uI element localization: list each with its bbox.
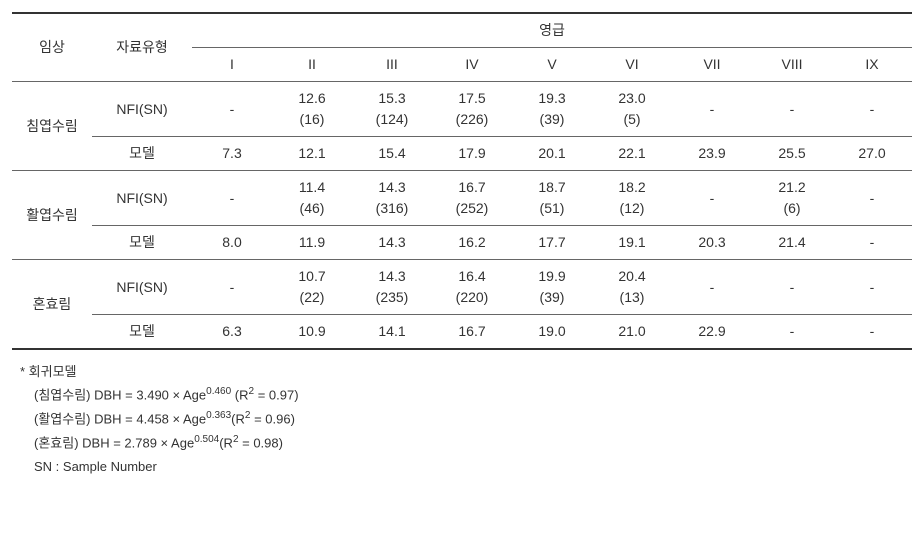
data-cell: 20.3 [672, 226, 752, 260]
data-cell: 14.3(235) [352, 260, 432, 315]
row-type-label: NFI(SN) [92, 260, 192, 315]
data-cell: - [832, 226, 912, 260]
header-roman-9: IX [832, 48, 912, 82]
header-imsang: 임상 [12, 13, 92, 82]
table-header: 임상 자료유형 영급 IIIIIIIVVVIVIIVIIIIX [12, 13, 912, 82]
data-cell: - [752, 260, 832, 315]
data-cell: 14.3 [352, 226, 432, 260]
data-cell: 27.0 [832, 137, 912, 171]
group-name: 혼효림 [12, 260, 92, 350]
table-row: 모델8.011.914.316.217.719.120.321.4- [12, 226, 912, 260]
header-roman-2: II [272, 48, 352, 82]
header-roman-7: VII [672, 48, 752, 82]
data-cell: 14.3(316) [352, 171, 432, 226]
data-cell: 15.4 [352, 137, 432, 171]
data-cell: - [832, 171, 912, 226]
data-cell: 7.3 [192, 137, 272, 171]
data-cell: 18.2(12) [592, 171, 672, 226]
row-type-label: NFI(SN) [92, 82, 192, 137]
header-roman-4: IV [432, 48, 512, 82]
row-type-label: NFI(SN) [92, 171, 192, 226]
data-cell: 20.4(13) [592, 260, 672, 315]
header-roman-5: V [512, 48, 592, 82]
data-cell: 20.1 [512, 137, 592, 171]
data-cell: 18.7(51) [512, 171, 592, 226]
header-roman-8: VIII [752, 48, 832, 82]
row-type-label: 모델 [92, 226, 192, 260]
table-row: 모델7.312.115.417.920.122.123.925.527.0 [12, 137, 912, 171]
group-name: 침엽수림 [12, 82, 92, 171]
table-row: 침엽수림NFI(SN)-12.6(16)15.3(124)17.5(226)19… [12, 82, 912, 137]
data-table: 임상 자료유형 영급 IIIIIIIVVVIVIIVIIIIX 침엽수림NFI(… [12, 12, 912, 350]
note-sn: SN : Sample Number [20, 455, 910, 478]
data-cell: 25.5 [752, 137, 832, 171]
note-model: (활엽수림) DBH = 4.458 × Age0.363(R2 = 0.96) [20, 407, 910, 431]
data-cell: 11.4(46) [272, 171, 352, 226]
data-cell: 15.3(124) [352, 82, 432, 137]
data-cell: 11.9 [272, 226, 352, 260]
header-roman-6: VI [592, 48, 672, 82]
table-row: 모델6.310.914.116.719.021.022.9-- [12, 315, 912, 350]
header-type: 자료유형 [92, 13, 192, 82]
data-cell: 6.3 [192, 315, 272, 350]
data-cell: 17.9 [432, 137, 512, 171]
data-cell: 22.1 [592, 137, 672, 171]
data-cell: - [832, 315, 912, 350]
data-cell: - [672, 82, 752, 137]
data-cell: 19.9(39) [512, 260, 592, 315]
data-cell: - [672, 260, 752, 315]
data-cell: 16.7 [432, 315, 512, 350]
data-cell: 10.7(22) [272, 260, 352, 315]
data-cell: - [832, 82, 912, 137]
data-cell: - [192, 260, 272, 315]
note-title: * 회귀모델 [20, 360, 910, 383]
data-cell: 14.1 [352, 315, 432, 350]
data-cell: 16.2 [432, 226, 512, 260]
data-cell: 22.9 [672, 315, 752, 350]
footnotes: * 회귀모델 (침엽수림) DBH = 3.490 × Age0.460 (R2… [12, 360, 910, 478]
row-type-label: 모델 [92, 137, 192, 171]
data-cell: 23.9 [672, 137, 752, 171]
group-name: 활엽수림 [12, 171, 92, 260]
data-cell: 17.5(226) [432, 82, 512, 137]
table-row: 혼효림NFI(SN)-10.7(22)14.3(235)16.4(220)19.… [12, 260, 912, 315]
data-cell: 19.0 [512, 315, 592, 350]
data-cell: - [752, 82, 832, 137]
header-roman-1: I [192, 48, 272, 82]
data-cell: 23.0(5) [592, 82, 672, 137]
data-cell: - [192, 171, 272, 226]
data-cell: - [192, 82, 272, 137]
data-cell: 21.4 [752, 226, 832, 260]
note-model: (침엽수림) DBH = 3.490 × Age0.460 (R2 = 0.97… [20, 383, 910, 407]
table-row: 활엽수림NFI(SN)-11.4(46)14.3(316)16.7(252)18… [12, 171, 912, 226]
data-cell: 16.7(252) [432, 171, 512, 226]
data-cell: - [672, 171, 752, 226]
row-type-label: 모델 [92, 315, 192, 350]
data-cell: 16.4(220) [432, 260, 512, 315]
header-roman-3: III [352, 48, 432, 82]
data-cell: 10.9 [272, 315, 352, 350]
data-cell: 21.2(6) [752, 171, 832, 226]
data-cell: 12.6(16) [272, 82, 352, 137]
data-cell: 19.3(39) [512, 82, 592, 137]
data-cell: 8.0 [192, 226, 272, 260]
data-cell: - [752, 315, 832, 350]
data-cell: - [832, 260, 912, 315]
data-cell: 19.1 [592, 226, 672, 260]
data-cell: 21.0 [592, 315, 672, 350]
header-group: 영급 [192, 13, 912, 48]
data-cell: 17.7 [512, 226, 592, 260]
note-model: (혼효림) DBH = 2.789 × Age0.504(R2 = 0.98) [20, 431, 910, 455]
data-cell: 12.1 [272, 137, 352, 171]
